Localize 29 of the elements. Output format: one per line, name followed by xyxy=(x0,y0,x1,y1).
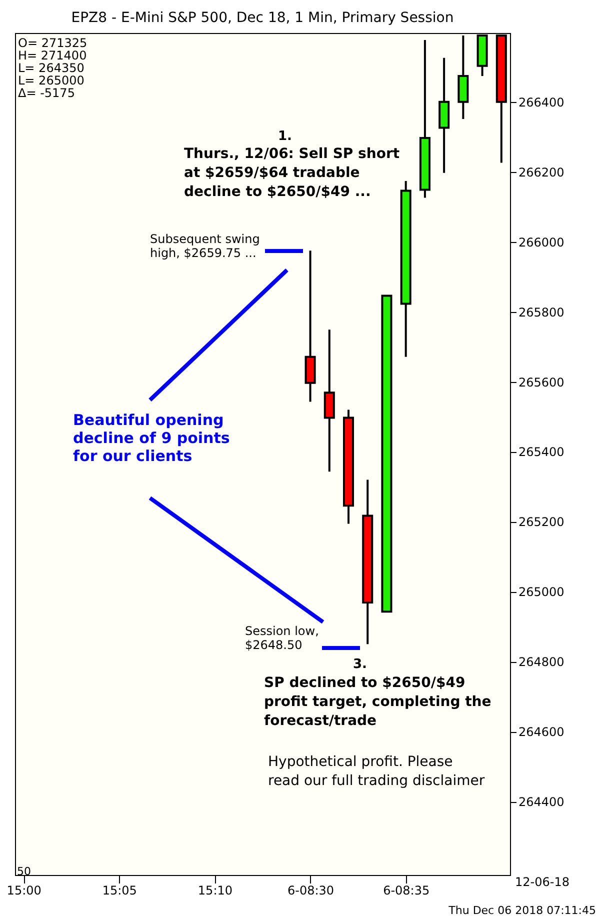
x-tick-label: 6-08:35 xyxy=(383,884,430,898)
y-tick-label: 265000 xyxy=(518,585,564,600)
x-tick-label: 15:00 xyxy=(6,884,42,898)
x-tick-label: 15:05 xyxy=(102,884,137,898)
y-tick-label: 266200 xyxy=(518,165,564,180)
y-tick-label: 265200 xyxy=(518,515,564,530)
annotation: Hypothetical profit. Please read our full trading disclaimer xyxy=(268,754,485,789)
annotation: 1. xyxy=(278,129,292,144)
y-tick-label: 266000 xyxy=(518,235,564,250)
text: 12-06-18 xyxy=(515,875,570,889)
text: Thu Dec 06 2018 07:11:45 xyxy=(448,904,596,917)
x-tick-label: 15:10 xyxy=(198,884,233,898)
y-tick-label: 265800 xyxy=(518,305,564,320)
y-tick-label: 266400 xyxy=(518,95,564,110)
annotation: 50 xyxy=(17,865,31,878)
annotation: Beautiful opening decline of 9 points for our clients xyxy=(73,411,230,465)
annotation: Session low, $2648.50 xyxy=(245,624,319,652)
y-tick-label: 265400 xyxy=(518,445,564,460)
y-tick-label: 264600 xyxy=(518,725,564,740)
annotation: O= 271325 H= 271400 L= 264350 L= 265000 Δ= -5175 xyxy=(18,36,88,100)
y-tick-label: 264800 xyxy=(518,655,564,670)
chart-title: EPZ8 - E-Mini S&P 500, Dec 18, 1 Min, Primary Session xyxy=(71,10,454,26)
annotation: SP declined to $2650/$49 profit target, completing the forecast/trade xyxy=(264,675,492,729)
y-tick-label: 265600 xyxy=(518,375,564,390)
annotation: Thurs., 12/06: Sell SP short at $2659/$64 tradable decline to $2650/$49 ... xyxy=(184,146,400,200)
annotation: 3. xyxy=(353,657,367,672)
x-tick-label: 6-08:30 xyxy=(288,884,334,898)
y-tick-label: 264400 xyxy=(518,795,564,810)
annotation: Subsequent swing high, $2659.75 ... xyxy=(150,232,260,260)
